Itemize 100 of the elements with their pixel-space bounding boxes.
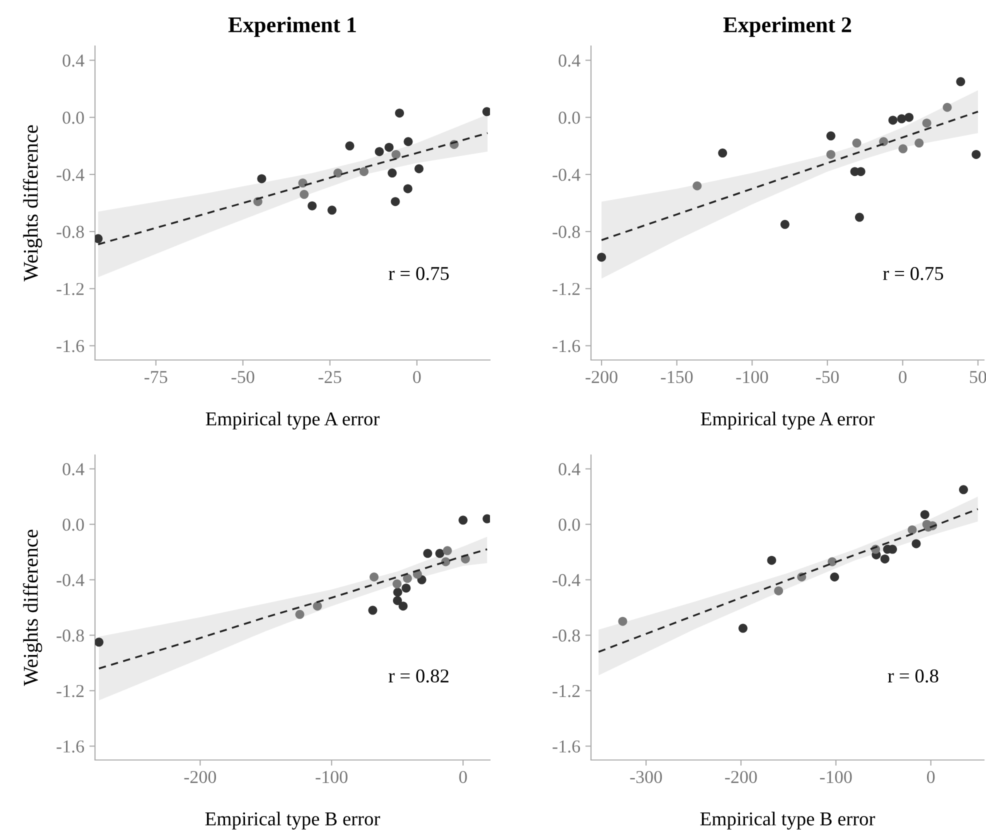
point — [384, 142, 394, 152]
x-tick-label: 50 — [970, 370, 986, 384]
annotation: r = 0.75 — [883, 266, 944, 280]
y-tick-label: -0.4 — [552, 168, 580, 181]
point — [956, 77, 966, 86]
point — [914, 138, 924, 148]
point — [880, 554, 890, 564]
x-tick-label: -300 — [630, 770, 662, 784]
point — [458, 516, 468, 525]
point — [442, 546, 452, 556]
x-tick-label: -100 — [316, 770, 348, 784]
y-tick-label: 0.4 — [558, 54, 580, 67]
y-tick-label: -0.4 — [56, 574, 84, 586]
x-axis-title: Empirical type A error — [700, 412, 875, 430]
y-tick-label: -1.2 — [56, 282, 84, 296]
line-series — [98, 548, 488, 670]
point — [922, 118, 932, 128]
point — [774, 586, 784, 596]
line-series — [600, 110, 979, 242]
x-tick-label: -200 — [586, 370, 618, 384]
y-tick-label: 0.0 — [62, 112, 84, 124]
chart-title: Experiment 1 — [228, 16, 356, 37]
point — [830, 572, 840, 582]
point — [393, 588, 402, 597]
point — [392, 579, 402, 588]
point — [897, 114, 906, 124]
point — [308, 201, 317, 210]
point — [904, 112, 914, 122]
point — [403, 184, 412, 194]
point — [854, 212, 864, 222]
annotation: r = 0.75 — [388, 266, 449, 280]
y-tick-label: -1.2 — [56, 684, 84, 698]
x-tick-label: -100 — [820, 770, 852, 784]
x-tick-label: 0 — [898, 370, 907, 384]
x-tick-label: -50 — [816, 370, 839, 384]
point — [392, 596, 402, 606]
x-tick-label: 0 — [413, 370, 421, 384]
point — [402, 574, 412, 583]
x-tick-label: 0 — [927, 770, 935, 784]
point — [312, 602, 322, 611]
x-axis-title: Empirical type B error — [205, 812, 380, 830]
point — [435, 548, 444, 558]
y-tick-label: 0.4 — [558, 463, 580, 476]
point — [852, 138, 862, 148]
point — [423, 548, 432, 558]
x-tick-label: -150 — [660, 370, 693, 384]
point — [257, 174, 266, 184]
point — [692, 181, 702, 190]
point — [295, 610, 304, 619]
y-tick-label: -1.6 — [552, 740, 580, 753]
point — [718, 148, 728, 158]
x-tick-label: -50 — [232, 370, 254, 384]
chart-title: Experiment 2 — [723, 16, 852, 37]
y-tick-label: -0.8 — [56, 629, 84, 642]
y-tick-label: -0.8 — [552, 226, 580, 238]
point — [958, 485, 968, 494]
point — [738, 624, 748, 633]
y-tick-label: -1.6 — [552, 340, 580, 352]
point — [95, 234, 103, 244]
point — [920, 510, 930, 520]
x-tick-label: -75 — [144, 371, 168, 384]
point — [942, 102, 952, 112]
point — [388, 168, 397, 178]
point — [597, 252, 606, 262]
point — [95, 638, 104, 647]
line-series — [598, 508, 979, 653]
y-tick-label: 0.4 — [62, 54, 84, 67]
point — [828, 557, 837, 566]
x-tick-label: -25 — [318, 370, 342, 384]
y-axis-title: Weights difference — [22, 530, 42, 686]
point — [374, 147, 384, 156]
y-axis-title: Weights difference — [22, 125, 42, 282]
y-tick-label: -1.6 — [56, 740, 84, 753]
point — [300, 190, 309, 199]
y-tick-label: 0.0 — [558, 518, 580, 531]
annotation: r = 0.82 — [388, 669, 448, 683]
y-tick-label: -1.2 — [552, 684, 580, 698]
point — [368, 606, 378, 615]
point — [395, 108, 404, 118]
point — [360, 167, 369, 176]
point — [414, 164, 424, 174]
point — [972, 150, 981, 159]
point — [780, 220, 790, 229]
x-tick-label: -200 — [725, 770, 757, 784]
y-tick-label: -0.8 — [56, 226, 84, 238]
annotation: r = 0.8 — [888, 669, 938, 683]
x-axis-title: Empirical type A error — [206, 412, 380, 430]
point — [392, 150, 401, 159]
point — [912, 539, 921, 548]
point — [826, 131, 836, 140]
point — [767, 556, 776, 565]
point — [298, 178, 308, 188]
point — [333, 168, 342, 178]
point — [482, 107, 490, 116]
point — [345, 141, 354, 150]
y-tick-label: -1.6 — [56, 340, 84, 352]
x-axis-title: Empirical type B error — [700, 812, 876, 830]
y-tick-label: -0.8 — [552, 629, 580, 642]
y-tick-label: -0.4 — [552, 574, 580, 586]
point — [826, 150, 836, 159]
